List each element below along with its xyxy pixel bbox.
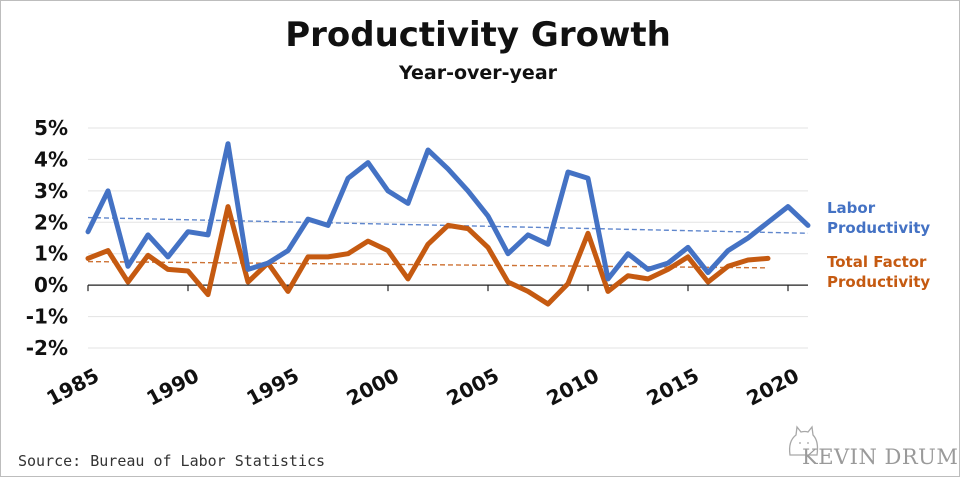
legend-label: Total Factor xyxy=(827,253,927,271)
series-lines xyxy=(85,141,811,307)
legend: Labor Productivity Total Factor Productivit… xyxy=(827,199,930,291)
x-tick-label: 1990 xyxy=(143,363,203,410)
chart-title: Productivity Growth xyxy=(285,15,671,55)
x-tick-label: 2020 xyxy=(743,363,803,410)
grid xyxy=(88,127,808,349)
x-tick-label: 2005 xyxy=(443,363,503,410)
y-tick-label: 3% xyxy=(34,179,68,203)
series-line xyxy=(85,141,811,282)
y-tick-label: 0% xyxy=(34,273,68,297)
x-tick-label: 2000 xyxy=(343,363,403,410)
legend-label: Productivity xyxy=(827,219,930,237)
kevin-drum-logo: KEVIN DRUM xyxy=(788,425,958,469)
y-tick-label: 5% xyxy=(34,116,68,140)
cat-icon xyxy=(788,425,819,456)
source-note: Source: Bureau of Labor Statistics xyxy=(18,452,325,470)
chart-subtitle: Year-over-year xyxy=(398,62,558,84)
legend-label: Labor xyxy=(827,199,876,217)
y-tick-label: -2% xyxy=(26,336,68,360)
trend-line xyxy=(87,260,769,269)
y-axis: 5% 4% 3% 2% 1% 0% -1% -2% xyxy=(26,116,68,360)
logo-text: KEVIN DRUM xyxy=(802,445,958,469)
x-tick-label: 2015 xyxy=(643,363,703,410)
x-tick-label: 2010 xyxy=(543,363,603,410)
legend-label: Productivity xyxy=(827,273,930,291)
y-tick-label: 2% xyxy=(34,210,68,234)
series-line xyxy=(85,204,771,307)
y-tick-label: -1% xyxy=(26,305,68,329)
x-tick-label: 1995 xyxy=(243,363,303,410)
y-tick-label: 4% xyxy=(34,147,68,171)
x-tick-label: 1985 xyxy=(43,363,103,410)
y-tick-label: 1% xyxy=(34,242,68,266)
